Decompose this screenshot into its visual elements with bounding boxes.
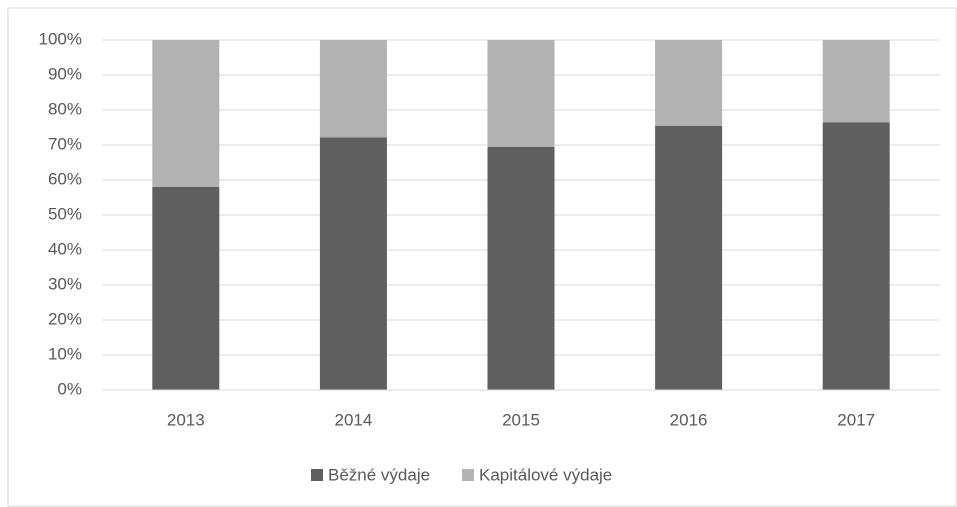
legend-label: Kapitálové výdaje <box>479 465 612 484</box>
y-tick-label: 10% <box>48 344 82 363</box>
x-tick-label: 2013 <box>167 410 205 429</box>
y-tick-label: 70% <box>48 134 82 153</box>
y-tick-label: 40% <box>48 239 82 258</box>
bar-segment <box>319 137 387 390</box>
y-tick-label: 50% <box>48 204 82 223</box>
y-tick-label: 90% <box>48 64 82 83</box>
bar-segment <box>655 40 723 126</box>
y-tick-label: 100% <box>39 29 82 48</box>
chart-border <box>7 7 957 507</box>
bar-segment <box>487 146 555 390</box>
bar-segment <box>152 40 220 187</box>
bar-segment <box>822 122 890 390</box>
x-tick-label: 2017 <box>837 410 875 429</box>
legend-swatch <box>311 469 323 481</box>
y-tick-label: 0% <box>57 379 82 398</box>
bar-segment <box>487 40 555 147</box>
bar-segment <box>152 187 220 390</box>
y-tick-label: 30% <box>48 274 82 293</box>
y-tick-label: 80% <box>48 99 82 118</box>
x-tick-label: 2014 <box>334 410 372 429</box>
x-tick-label: 2015 <box>502 410 540 429</box>
bar-segment <box>319 40 387 138</box>
x-tick-label: 2016 <box>670 410 708 429</box>
y-tick-label: 20% <box>48 309 82 328</box>
y-tick-label: 60% <box>48 169 82 188</box>
bar-segment <box>655 125 723 390</box>
legend-label: Běžné výdaje <box>328 465 430 484</box>
legend-swatch <box>462 469 474 481</box>
bar-segment <box>822 40 890 123</box>
